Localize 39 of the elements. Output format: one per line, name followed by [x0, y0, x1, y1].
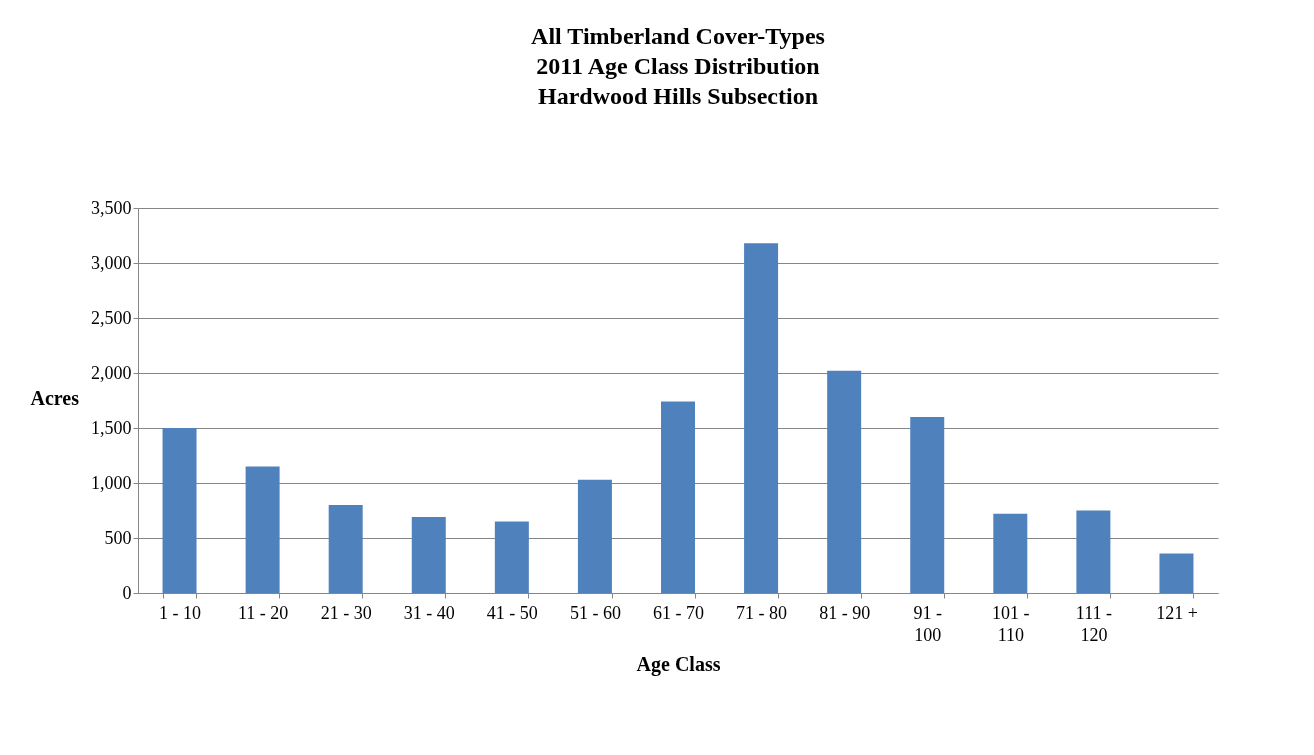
x-axis-title: Age Class: [636, 652, 721, 676]
x-tick-label: 11 - 20: [237, 602, 289, 623]
bar: [827, 370, 862, 593]
x-tick-label: 41 - 50: [486, 602, 538, 623]
text: All Timberland Cover-Types: [531, 23, 825, 49]
bar: [744, 243, 779, 593]
y-tick-label: 2,000: [91, 362, 132, 383]
y-tick-label: 0: [122, 582, 132, 603]
bar: [328, 505, 363, 593]
bar: [162, 428, 197, 593]
x-tick-label: 121 +: [1156, 602, 1198, 623]
bar: [245, 466, 280, 593]
x-tick-label: 61 - 70: [653, 602, 704, 623]
x-tick-label: 1 - 10: [159, 602, 202, 623]
y-tick-label: 1,000: [91, 472, 132, 493]
y-axis-title: Acres: [30, 386, 80, 409]
y-tick-label: 2,500: [91, 307, 132, 328]
x-tick-label: 31 - 40: [403, 602, 455, 623]
bar: [910, 417, 945, 593]
bar: [494, 521, 529, 593]
x-tick-label: 91 - 100: [913, 602, 942, 645]
x-tick-label: 21 - 30: [320, 602, 372, 623]
bar: [993, 513, 1028, 593]
x-tick-label: 111 - 120: [1075, 602, 1112, 645]
x-tick-label: 101 - 110: [992, 602, 1030, 645]
y-tick-label: 3,000: [91, 252, 132, 273]
text: Hardwood Hills Subsection: [537, 83, 819, 109]
y-tick-label: 3,500: [91, 197, 132, 218]
x-tick-label: 51 - 60: [569, 602, 621, 623]
bar: [411, 517, 446, 593]
x-tick-label: 81 - 90: [819, 602, 871, 623]
text: 2011 Age Class Distribution: [536, 53, 820, 79]
bar: [661, 401, 695, 593]
y-tick-label: 1,500: [91, 417, 132, 438]
x-tick-label: 71 - 80: [736, 602, 788, 623]
bar: [1159, 553, 1194, 593]
bar: [577, 479, 612, 593]
bar: [1076, 510, 1111, 593]
y-tick-label: 500: [104, 527, 132, 548]
